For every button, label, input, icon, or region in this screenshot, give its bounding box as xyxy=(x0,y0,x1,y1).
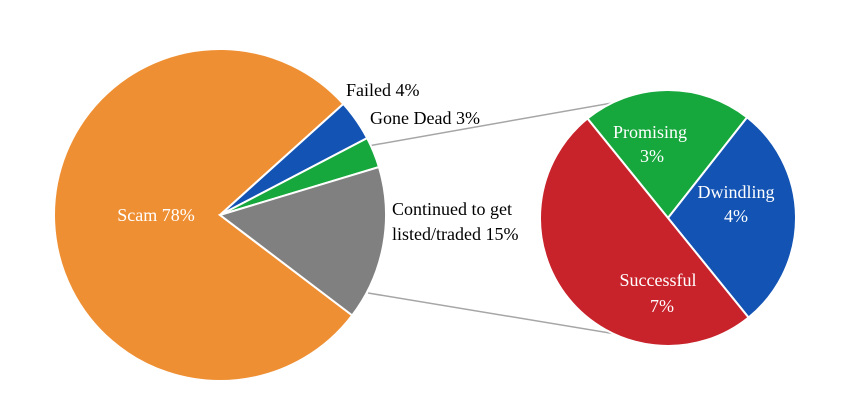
sub-slice-label-successful-line1: Successful xyxy=(620,270,697,290)
slice-label-failed: Failed 4% xyxy=(346,80,420,100)
sub-pie-slice-2 xyxy=(539,117,750,347)
slice-label-continued-line2: listed/traded 15% xyxy=(392,224,518,244)
main-pie-slice-0 xyxy=(53,48,354,382)
slice-label-scam: Scam 78% xyxy=(117,205,194,225)
slice-label-continued-line1: Continued to get xyxy=(392,199,512,219)
connector-line-top xyxy=(367,97,641,147)
connector-line-bottom xyxy=(367,292,641,339)
sub-slice-label-promising-line2: 3% xyxy=(640,146,664,166)
sub-slice-label-dwindling-line2: 4% xyxy=(724,206,748,226)
sub-pie-slice-1 xyxy=(666,115,797,319)
sub-slice-label-dwindling-line1: Dwindling xyxy=(697,182,774,202)
sub-pie-slice-0 xyxy=(586,89,749,220)
slice-label-gone-dead: Gone Dead 3% xyxy=(370,108,480,128)
sub-slice-label-promising-line1: Promising xyxy=(613,122,687,142)
main-pie-slice-3 xyxy=(217,165,387,317)
sub-slice-label-successful-line2: 7% xyxy=(650,296,674,316)
